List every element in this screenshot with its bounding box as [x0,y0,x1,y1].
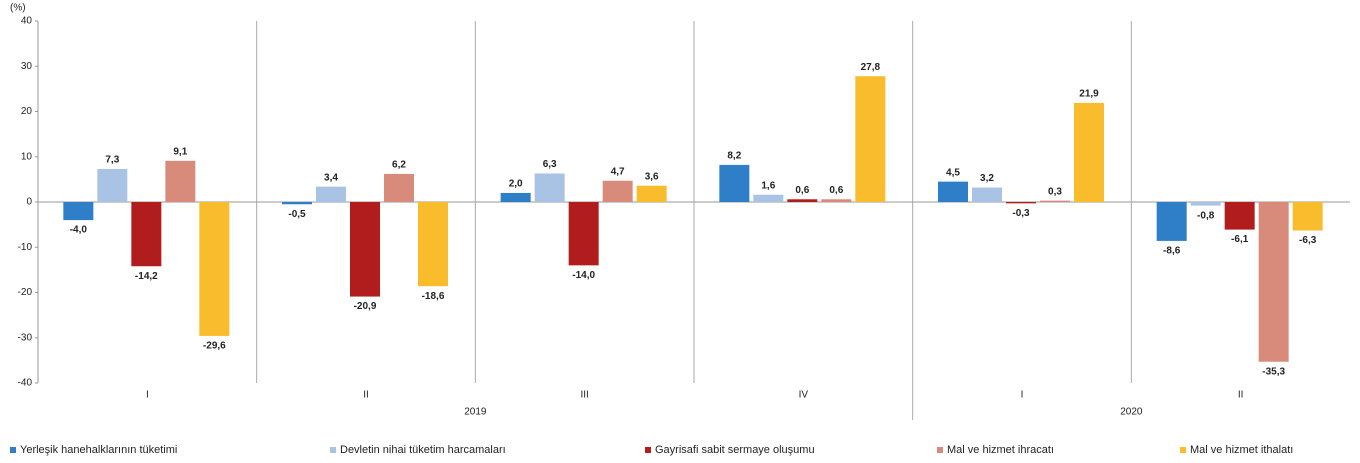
bar [165,160,196,202]
y-tick-label: -30 [18,332,33,343]
value-label: 21,9 [1079,89,1099,100]
bar [1006,202,1036,204]
value-label: 6,2 [392,160,406,171]
value-label: 9,1 [173,146,187,157]
x-tick-label: II [363,390,369,401]
bar [1156,202,1187,241]
bar [938,181,968,202]
legend-swatch [1180,447,1186,453]
bar [972,187,1002,202]
legend-swatch [10,447,16,453]
x-tick-label: IV [799,390,809,401]
value-label: -0,5 [288,209,306,220]
legend-label: Gayrisafi sabit sermaye oluşumu [655,444,815,456]
value-label: 1,6 [761,180,775,191]
y-tick-label: 10 [21,151,33,162]
bar [97,168,128,202]
legend-label: Mal ve hizmet ithalatı [1190,444,1293,456]
bar [1040,200,1070,202]
value-label: -29,6 [203,341,226,352]
y-unit-label: (%) [10,3,26,14]
bar [602,180,633,202]
value-label: -35,3 [1262,366,1285,377]
value-label: 27,8 [861,62,881,73]
bar [131,202,162,267]
value-label: 0,6 [795,185,809,196]
bar [1258,202,1289,362]
value-label: 0,3 [1048,186,1062,197]
bar [855,76,886,202]
y-tick-label: -40 [18,378,33,389]
value-label: -18,6 [422,291,445,302]
y-tick-label: 30 [21,61,33,72]
bar [534,173,565,202]
bar [753,194,784,202]
value-label: 4,7 [611,166,625,177]
legend-label: Yerleşik hanehalklarının tüketimi [20,444,177,456]
bar [1074,102,1104,202]
bar [719,164,750,202]
value-label: 2,0 [509,179,523,190]
y-tick-label: 40 [21,16,33,27]
legend-label: Mal ve hizmet ihracatı [947,444,1054,456]
bar [282,202,312,205]
value-label: -6,3 [1299,235,1317,246]
legend-label: Devletin nihai tüketim harcamaları [340,444,506,456]
bar [636,185,667,202]
y-tick-label: 0 [26,197,32,208]
x-tick-label: I [146,390,149,401]
bar [1190,202,1221,206]
value-label: -14,2 [135,271,158,282]
value-label: -20,9 [354,301,377,312]
legend-swatch [645,447,651,453]
value-label: -0,8 [1197,210,1215,221]
bar [199,202,230,336]
bar [821,199,852,202]
value-label: 6,3 [543,159,557,170]
bar [350,202,380,297]
value-label: -8,6 [1163,246,1181,257]
x-tick-label: III [580,390,588,401]
value-label: -0,3 [1012,208,1030,219]
value-label: 3,4 [324,172,338,183]
value-label: 0,6 [829,185,843,196]
bar [500,192,531,202]
bar [384,173,414,202]
x-tick-label: I [1021,390,1024,401]
group-label: 2020 [1120,407,1143,418]
group-label: 2019 [464,407,487,418]
legend-swatch [937,447,943,453]
value-label: -4,0 [70,225,88,236]
bar [568,202,599,266]
bar [1224,202,1255,230]
y-tick-label: -20 [18,287,33,298]
value-label: 3,6 [645,171,659,182]
value-label: 7,3 [105,155,119,166]
bar [418,202,448,287]
y-tick-label: 20 [21,106,33,117]
value-label: 4,5 [946,167,960,178]
value-label: 8,2 [727,151,741,162]
bar [1292,202,1323,231]
value-label: -14,0 [572,270,595,281]
value-label: -6,1 [1231,234,1249,245]
y-tick-label: -10 [18,242,33,253]
value-label: 3,2 [980,173,994,184]
legend-swatch [330,447,336,453]
x-tick-label: II [1238,390,1244,401]
bar [787,199,818,202]
bar [316,186,346,202]
bar [63,202,94,221]
